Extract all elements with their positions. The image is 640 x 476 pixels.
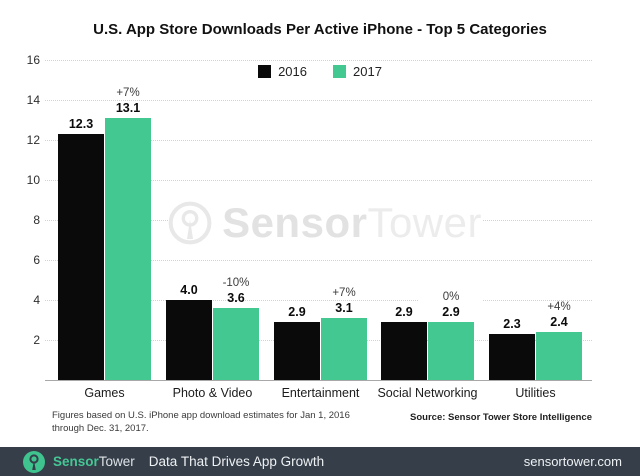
category-label-entertainment: Entertainment (281, 386, 360, 400)
bar-2016-photo-video (166, 300, 212, 380)
footer-url: sensortower.com (523, 454, 622, 469)
value-label-2016-photo-video: 4.0 (180, 283, 198, 297)
value-label-2017-entertainment: 3.1 (335, 301, 353, 315)
y-axis-tick-14: 14 (26, 93, 40, 107)
gridline-14 (45, 100, 592, 101)
change-label-social-networking: 0% (419, 291, 483, 303)
category-label-social-networking: Social Networking (377, 386, 478, 400)
bar-2016-utilities (489, 334, 535, 380)
footer-brand: SensorTower (53, 454, 135, 469)
footer-bar: SensorTower Data That Drives App Growth … (0, 447, 640, 476)
legend-item-2016: 2016 (258, 64, 307, 79)
footnote-line1: Figures based on U.S. iPhone app downloa… (52, 410, 350, 421)
footnote-line2: through Dec. 31, 2017. (52, 422, 149, 434)
bar-2017-social-networking (428, 322, 474, 380)
sensor-tower-watermark-icon (168, 201, 212, 245)
value-label-2016-games: 12.3 (68, 117, 94, 131)
bar-2016-social-networking (381, 322, 427, 380)
watermark-text: SensorTower (222, 199, 482, 247)
gridline-4 (45, 300, 592, 301)
category-label-utilities: Utilities (515, 386, 556, 400)
y-axis-tick-2: 2 (33, 333, 40, 347)
value-label-2016-entertainment: 2.9 (288, 305, 306, 319)
watermark: SensorTower (168, 187, 482, 259)
bar-2017-entertainment (321, 318, 367, 380)
category-label-photo-video: Photo & Video (172, 386, 253, 400)
bar-2017-utilities (536, 332, 582, 380)
gridline-16 (45, 60, 592, 61)
legend-item-2017: 2017 (333, 64, 382, 79)
legend-swatch-2017 (333, 65, 346, 78)
gridline-12 (45, 140, 592, 141)
change-label-utilities: +4% (527, 301, 591, 313)
bar-2016-games (58, 134, 104, 380)
y-axis-tick-10: 10 (26, 173, 40, 187)
x-axis-line (45, 380, 592, 381)
value-label-2017-social-networking: 2.9 (442, 305, 460, 319)
chart-title: U.S. App Store Downloads Per Active iPho… (93, 21, 547, 38)
watermark-brand-bold: Sensor (222, 199, 368, 246)
footer-brand-bold: Sensor (53, 454, 99, 469)
y-axis-tick-16: 16 (26, 53, 40, 67)
value-label-2017-photo-video: 3.6 (227, 291, 245, 305)
legend: 2016 2017 (0, 64, 640, 79)
value-label-2017-games: 13.1 (115, 101, 141, 115)
footnote: Figures based on U.S. iPhone app downloa… (52, 410, 350, 435)
source-credit: Source: Sensor Tower Store Intelligence (410, 412, 592, 423)
category-label-games: Games (84, 386, 125, 400)
y-axis-tick-4: 4 (33, 293, 40, 307)
change-label-photo-video: -10% (204, 277, 268, 289)
y-axis-tick-6: 6 (33, 253, 40, 267)
gridline-10 (45, 180, 592, 181)
change-label-entertainment: +7% (312, 287, 376, 299)
value-label-2016-utilities: 2.3 (503, 317, 521, 331)
legend-swatch-2016 (258, 65, 272, 78)
y-axis-tick-8: 8 (33, 213, 40, 227)
sensor-tower-logo-icon (23, 450, 45, 473)
bar-2017-photo-video (213, 308, 259, 380)
value-label-2017-utilities: 2.4 (550, 315, 568, 329)
footer-brand-light: Tower (98, 454, 135, 469)
change-label-games: +7% (96, 87, 160, 99)
legend-label-2016: 2016 (278, 64, 307, 79)
bar-2017-games (105, 118, 151, 380)
bar-2016-entertainment (274, 322, 320, 380)
y-axis-tick-12: 12 (26, 133, 40, 147)
footer-tagline: Data That Drives App Growth (148, 454, 325, 469)
value-label-2016-social-networking: 2.9 (395, 305, 413, 319)
gridline-6 (45, 260, 592, 261)
watermark-brand-light: Tower (367, 199, 482, 246)
legend-label-2017: 2017 (353, 64, 382, 79)
